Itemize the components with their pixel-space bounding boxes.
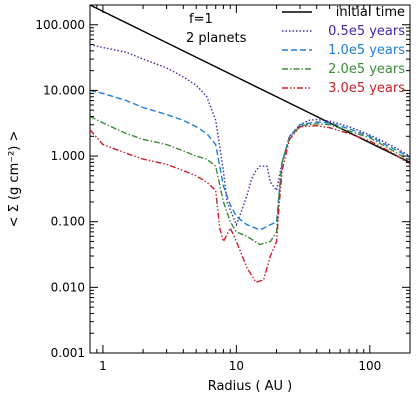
legend-label-0: initial time	[336, 5, 405, 20]
y-tick-label: 100.000	[35, 18, 85, 32]
x-tick-label: 1	[99, 359, 107, 373]
legend-label-3: 2.0e5 years	[328, 62, 405, 77]
x-tick-label: 100	[358, 359, 381, 373]
series-layer	[90, 5, 410, 284]
series-line-3	[90, 115, 410, 246]
y-tick-label: 0.010	[51, 280, 85, 294]
annotation-f: f=1	[189, 12, 213, 27]
y-tick-label: 0.100	[51, 215, 85, 229]
y-tick-label: 1.000	[51, 149, 85, 163]
y-tick-label: 0.001	[51, 346, 85, 360]
y-tick-label: 10.000	[43, 83, 85, 97]
series-line-4	[90, 124, 410, 284]
y-axis-label: < Σ (g cm⁻²) >	[7, 131, 22, 228]
legend: initial time 0.5e5 years 1.0e5 years 2.0e5 …	[282, 5, 405, 96]
legend-label-1: 0.5e5 years	[328, 24, 405, 39]
x-tick-label: 10	[229, 359, 244, 373]
annotation-planets: 2 planets	[186, 31, 247, 46]
legend-label-2: 1.0e5 years	[328, 43, 405, 58]
axis-layer: 1 10 100 0.001 0.010 0.100 1.000 10.000 100.000	[35, 4, 411, 373]
x-axis-label: Radius ( AU )	[208, 379, 293, 394]
legend-label-4: 3.0e5 years	[328, 81, 405, 96]
plot-frame	[89, 4, 411, 354]
series-line-1	[90, 43, 410, 227]
series-line-2	[90, 89, 410, 231]
